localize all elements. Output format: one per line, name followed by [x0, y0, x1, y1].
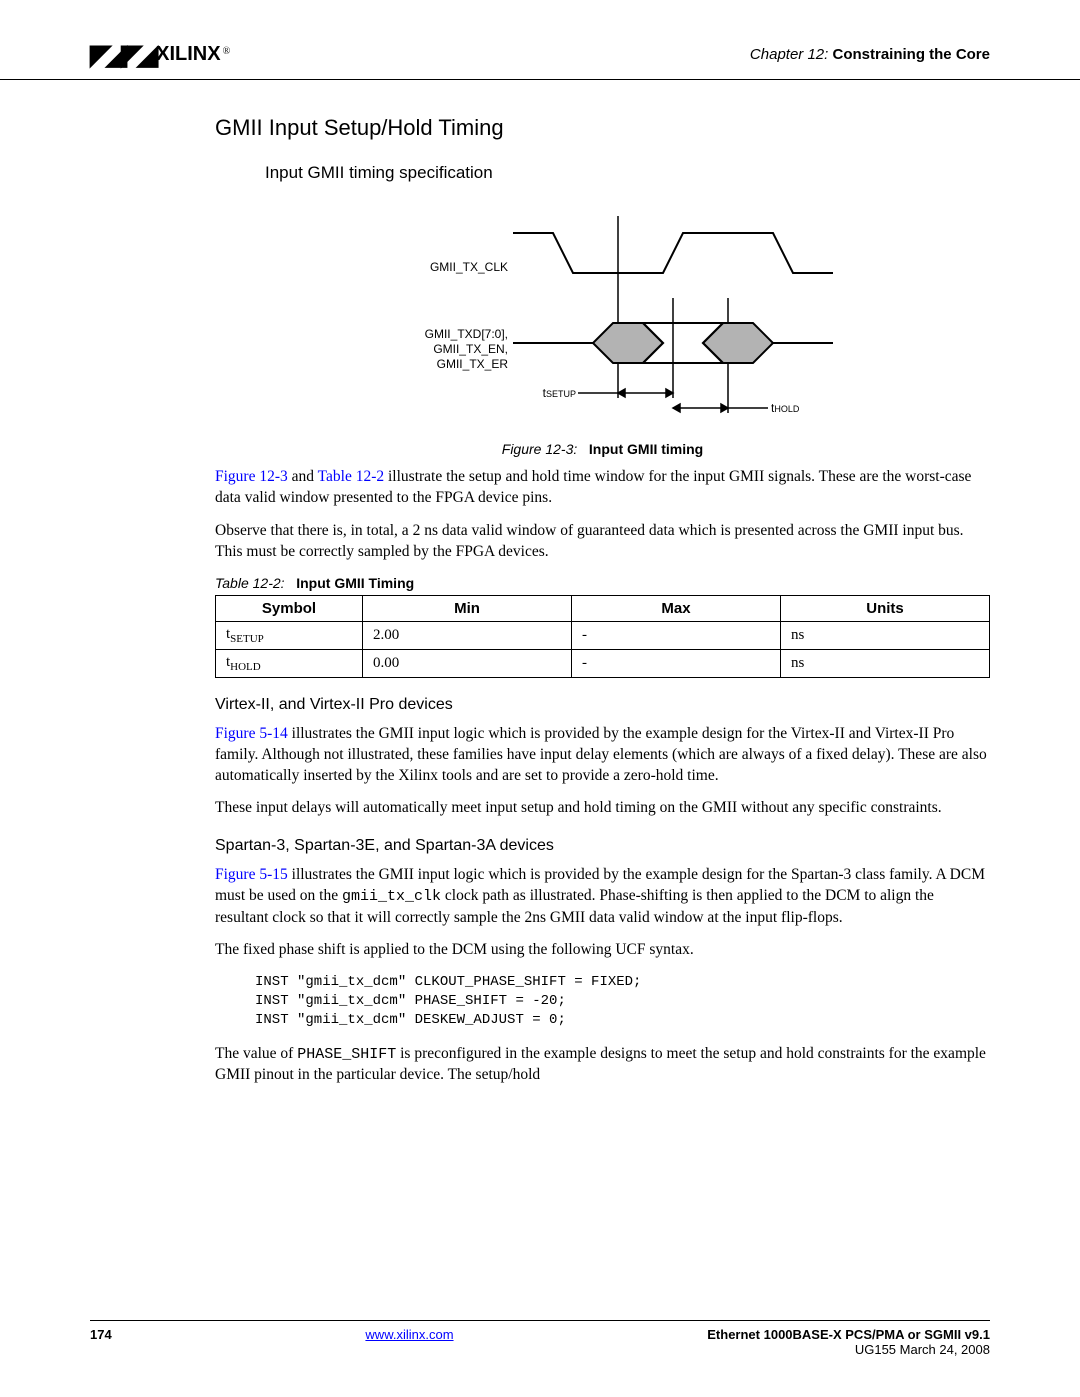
- virtex-p2: These input delays will automatically me…: [215, 798, 990, 819]
- page-number: 174: [90, 1327, 112, 1342]
- timing-table: Symbol Min Max Units tSETUP 2.00 - ns tH…: [215, 595, 990, 678]
- table-header-row: Symbol Min Max Units: [216, 595, 990, 621]
- col-min: Min: [363, 595, 572, 621]
- figure-caption: Figure 12-3: Input GMII timing: [215, 441, 990, 457]
- data-label-1: GMII_TXD[7:0],: [424, 327, 507, 341]
- page-content: GMII Input Setup/Hold Timing Input GMII …: [0, 80, 1080, 1086]
- subsection-heading: Input GMII timing specification: [265, 163, 990, 183]
- figure-link[interactable]: Figure 12-3: [215, 468, 288, 485]
- page-footer: 174 www.xilinx.com Ethernet 1000BASE-X P…: [90, 1320, 990, 1357]
- col-max: Max: [572, 595, 781, 621]
- clk-label: GMII_TX_CLK: [429, 260, 507, 274]
- spartan-heading: Spartan-3, Spartan-3E, and Spartan-3A de…: [215, 837, 990, 855]
- cell-units: ns: [780, 621, 989, 649]
- logo-icon: ◤◢◤◢: [90, 38, 152, 71]
- spartan-p3: The value of PHASE_SHIFT is preconfigure…: [215, 1044, 990, 1086]
- logo-text: XILINX®: [156, 43, 230, 66]
- virtex-heading: Virtex-II, and Virtex-II Pro devices: [215, 696, 990, 714]
- spartan-p2: The fixed phase shift is applied to the …: [215, 940, 990, 961]
- cell-units: ns: [780, 649, 989, 677]
- cell-symbol: tHOLD: [216, 649, 363, 677]
- data-label-3: GMII_TX_ER: [436, 357, 508, 371]
- cell-min: 2.00: [363, 621, 572, 649]
- page-header: ◤◢◤◢ XILINX® Chapter 12: Constraining th…: [0, 0, 1080, 80]
- figure-link[interactable]: Figure 5-15: [215, 866, 288, 883]
- section-heading: GMII Input Setup/Hold Timing: [215, 115, 990, 141]
- table-row: tHOLD 0.00 - ns: [216, 649, 990, 677]
- cell-min: 0.00: [363, 649, 572, 677]
- cell-symbol: tSETUP: [216, 621, 363, 649]
- paragraph-1: Figure 12-3 and Table 12-2 illustrate th…: [215, 467, 990, 509]
- timing-diagram: GMII_TX_CLK GMII: [215, 198, 990, 457]
- virtex-p1: Figure 5-14 illustrates the GMII input l…: [215, 724, 990, 787]
- tsetup-label: tSETUP: [542, 386, 575, 400]
- figure-link[interactable]: Figure 5-14: [215, 725, 288, 742]
- table-row: tSETUP 2.00 - ns: [216, 621, 990, 649]
- col-symbol: Symbol: [216, 595, 363, 621]
- paragraph-2: Observe that there is, in total, a 2 ns …: [215, 521, 990, 563]
- cell-max: -: [572, 649, 781, 677]
- table-caption: Table 12-2: Input GMII Timing: [215, 575, 990, 591]
- cell-max: -: [572, 621, 781, 649]
- thold-label: tHOLD: [771, 401, 800, 415]
- data-label-2: GMII_TX_EN,: [433, 342, 508, 356]
- xilinx-logo: ◤◢◤◢ XILINX®: [90, 38, 230, 71]
- footer-doc-info: Ethernet 1000BASE-X PCS/PMA or SGMII v9.…: [707, 1327, 990, 1357]
- chapter-label: Chapter 12: Constraining the Core: [750, 46, 990, 63]
- footer-url[interactable]: www.xilinx.com: [365, 1327, 453, 1342]
- spartan-p1: Figure 5-15 illustrates the GMII input l…: [215, 865, 990, 928]
- col-units: Units: [780, 595, 989, 621]
- table-link[interactable]: Table 12-2: [318, 468, 385, 485]
- ucf-code-block: INST "gmii_tx_dcm" CLKOUT_PHASE_SHIFT = …: [255, 973, 990, 1030]
